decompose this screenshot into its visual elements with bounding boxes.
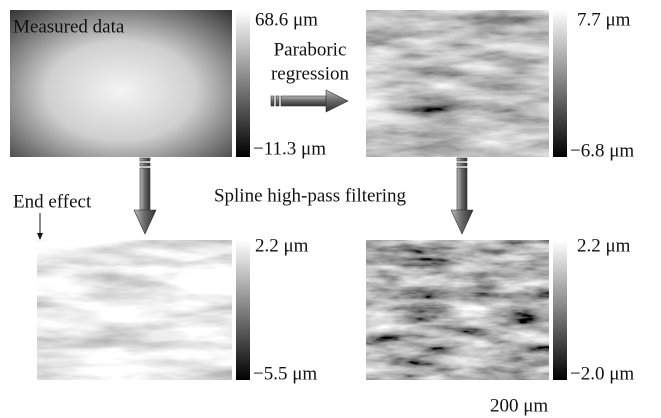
colorbar xyxy=(553,240,567,380)
arrow xyxy=(134,158,156,234)
arrow xyxy=(271,90,348,112)
colorbar-max: 2.2 μm xyxy=(577,235,631,256)
colorbar-min: −5.5 μm xyxy=(253,363,317,384)
step-label: Spline high-pass filtering xyxy=(214,185,407,206)
scale-label: 200 μm xyxy=(490,395,548,416)
pointer xyxy=(37,213,43,240)
regression-image xyxy=(366,10,549,157)
panel-title: Measured data xyxy=(13,16,125,37)
end-effect-label: End effect xyxy=(13,191,92,212)
arrow xyxy=(451,158,473,234)
colorbar-max: 7.7 μm xyxy=(577,9,631,30)
step-label: regression xyxy=(271,63,350,84)
filtered-image xyxy=(37,240,232,380)
colorbar-min: −2.0 μm xyxy=(570,363,634,384)
colorbar xyxy=(553,10,567,157)
colorbar-max: 2.2 μm xyxy=(255,235,309,256)
colorbar xyxy=(236,240,250,380)
figure: 68.6 μm −11.3 μm 7.7 μm −6.8 μm 2.2 μm −… xyxy=(0,0,661,418)
colorbar-min: −6.8 μm xyxy=(570,140,634,161)
colorbar-min: −11.3 μm xyxy=(253,138,326,159)
step-label: Paraboric xyxy=(274,39,347,60)
colorbar-max: 68.6 μm xyxy=(255,9,318,30)
filtered-regression-image xyxy=(366,240,549,380)
colorbar xyxy=(236,10,250,157)
